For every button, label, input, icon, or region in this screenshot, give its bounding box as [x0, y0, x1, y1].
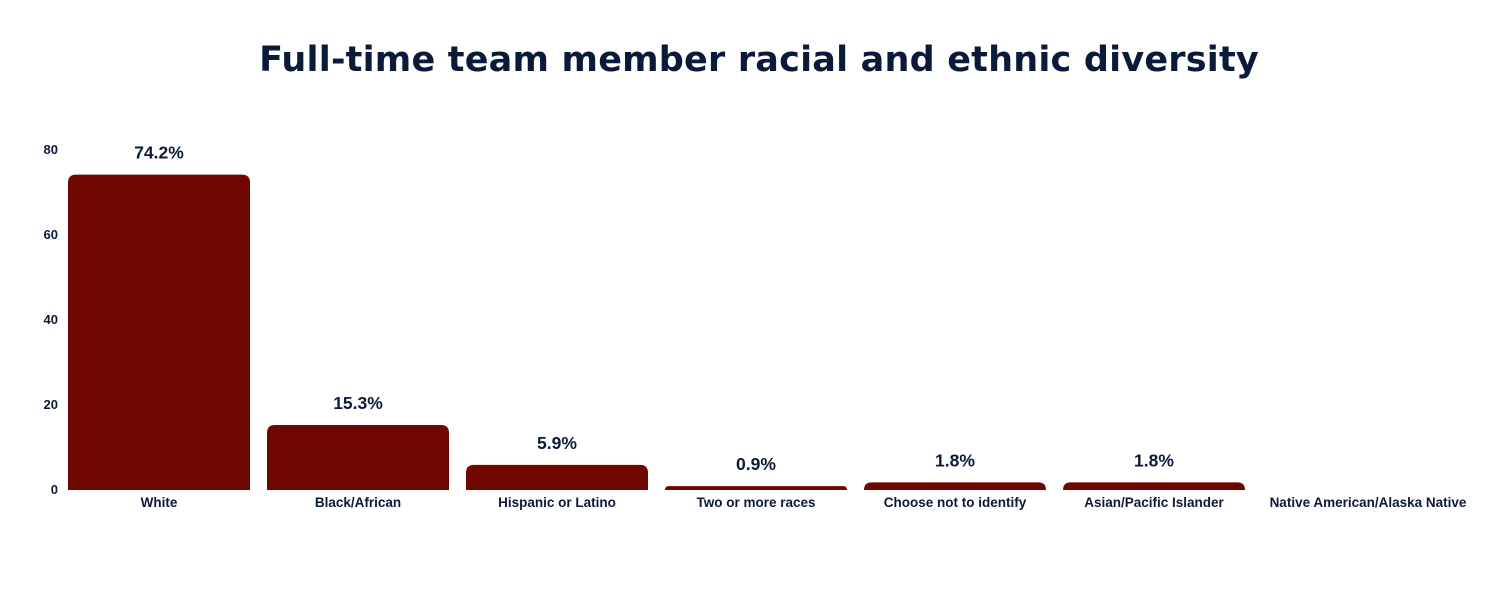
- x-category-label: Native American/Alaska Native: [1270, 495, 1467, 510]
- data-label: 5.9%: [537, 433, 577, 453]
- y-tick-label: 0: [51, 482, 58, 497]
- y-tick-label: 40: [44, 312, 58, 327]
- data-label: 74.2%: [134, 143, 184, 163]
- data-label: 0.9%: [736, 454, 776, 474]
- bar: [665, 486, 847, 490]
- x-category-label: White: [141, 495, 178, 510]
- y-tick-label: 80: [44, 142, 58, 157]
- chart-title: Full-time team member racial and ethnic …: [259, 40, 1259, 80]
- data-label: 1.8%: [1134, 450, 1174, 470]
- x-category-label: Black/African: [315, 495, 401, 510]
- x-category-label: Two or more races: [696, 495, 815, 510]
- y-tick-label: 60: [44, 227, 58, 242]
- data-label: 15.3%: [333, 393, 383, 413]
- y-tick-label: 20: [44, 397, 58, 412]
- x-category-label: Choose not to identify: [884, 495, 1027, 510]
- bar: [466, 464, 648, 490]
- bar: [1063, 482, 1245, 490]
- bar: [864, 482, 1046, 490]
- data-label: 1.8%: [935, 450, 975, 470]
- x-category-label: Asian/Pacific Islander: [1084, 495, 1224, 510]
- bar: [68, 174, 250, 490]
- x-category-label: Hispanic or Latino: [498, 495, 616, 510]
- bar: [267, 424, 449, 490]
